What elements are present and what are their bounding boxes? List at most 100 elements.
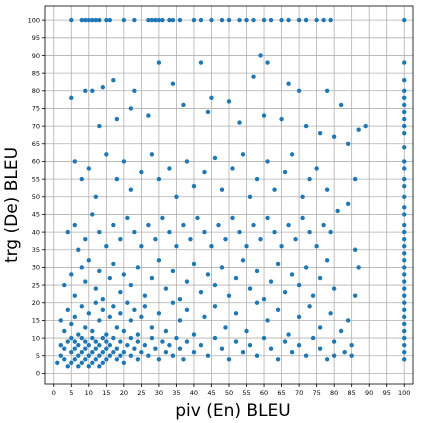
data-point	[184, 307, 190, 313]
data-point	[76, 353, 81, 358]
data-point	[198, 289, 204, 295]
data-point	[139, 244, 144, 249]
data-point	[156, 311, 162, 316]
data-point	[86, 166, 92, 171]
data-point	[202, 314, 207, 320]
data-point	[254, 176, 260, 182]
data-point	[142, 304, 148, 309]
data-point	[128, 353, 134, 358]
data-point	[76, 364, 81, 369]
data-point	[100, 307, 106, 313]
data-point	[83, 17, 88, 23]
y-tick-label: 15	[32, 317, 40, 325]
data-point	[132, 307, 137, 313]
data-point	[349, 353, 354, 358]
data-point	[317, 275, 323, 281]
data-point	[268, 17, 274, 23]
data-point	[79, 360, 85, 366]
x-tick-label: 40	[190, 389, 198, 397]
y-tick-label: 0	[36, 370, 40, 378]
data-point	[83, 236, 88, 242]
data-point	[160, 215, 165, 221]
data-point	[300, 215, 305, 221]
data-point	[156, 258, 162, 263]
data-point	[402, 321, 407, 327]
data-point	[219, 17, 225, 23]
x-tick-label: 75	[312, 389, 320, 397]
data-point	[156, 17, 162, 23]
data-point	[104, 244, 109, 249]
data-point	[402, 357, 407, 362]
data-point	[307, 229, 312, 235]
data-point	[167, 17, 172, 23]
data-point	[230, 166, 235, 171]
y-tick-label: 20	[32, 299, 40, 307]
data-point	[107, 17, 113, 23]
data-point	[135, 265, 141, 270]
data-point	[170, 353, 176, 358]
data-point	[233, 311, 239, 316]
data-point	[118, 236, 123, 242]
data-point	[69, 272, 74, 277]
data-point	[156, 176, 162, 182]
x-tick-label: 65	[277, 389, 285, 397]
data-point	[163, 328, 169, 334]
x-tick-label: 5	[69, 389, 73, 397]
data-point	[402, 222, 407, 228]
data-point	[58, 318, 63, 323]
data-point	[230, 215, 235, 221]
data-point	[209, 244, 214, 249]
data-point	[402, 307, 407, 313]
data-point	[83, 279, 88, 284]
data-point	[328, 229, 333, 235]
data-point	[402, 123, 407, 129]
data-point	[58, 353, 63, 358]
data-point	[90, 350, 95, 355]
data-point	[125, 300, 130, 305]
data-point	[111, 77, 116, 83]
data-point	[307, 176, 312, 182]
data-point	[146, 17, 151, 23]
data-point	[402, 95, 407, 101]
data-point	[402, 194, 407, 199]
data-point	[296, 342, 302, 348]
data-point	[324, 187, 330, 192]
data-point	[402, 183, 407, 189]
data-point	[72, 222, 77, 228]
data-point	[128, 335, 134, 341]
data-point	[205, 272, 211, 277]
y-tick-label: 80	[32, 87, 40, 95]
x-tick-label: 90	[365, 389, 373, 397]
data-point	[90, 360, 95, 366]
data-point	[191, 261, 197, 267]
data-point	[402, 279, 407, 284]
x-axis-label: piv (En) BLEU	[175, 401, 290, 421]
data-point	[342, 350, 347, 355]
data-point	[289, 272, 295, 277]
data-point	[97, 123, 102, 129]
data-point	[104, 357, 109, 362]
data-point	[279, 244, 284, 249]
x-tick-label: 55	[242, 389, 250, 397]
data-point	[114, 325, 120, 330]
data-point	[121, 17, 127, 23]
data-point	[303, 265, 309, 270]
data-point	[251, 222, 256, 228]
x-tick-label: 0	[52, 389, 56, 397]
data-point	[170, 268, 176, 274]
data-point	[331, 134, 337, 139]
data-point	[321, 222, 326, 228]
data-point	[139, 169, 144, 175]
data-point	[139, 314, 144, 320]
data-point	[62, 346, 67, 351]
data-point	[345, 201, 351, 207]
data-point	[107, 275, 113, 281]
data-point	[265, 318, 270, 323]
x-tick-label: 10	[85, 389, 93, 397]
x-tick-label: 15	[102, 389, 110, 397]
data-point	[58, 342, 63, 348]
y-tick-label: 75	[32, 105, 40, 113]
data-point	[198, 17, 204, 23]
data-point	[86, 17, 92, 23]
